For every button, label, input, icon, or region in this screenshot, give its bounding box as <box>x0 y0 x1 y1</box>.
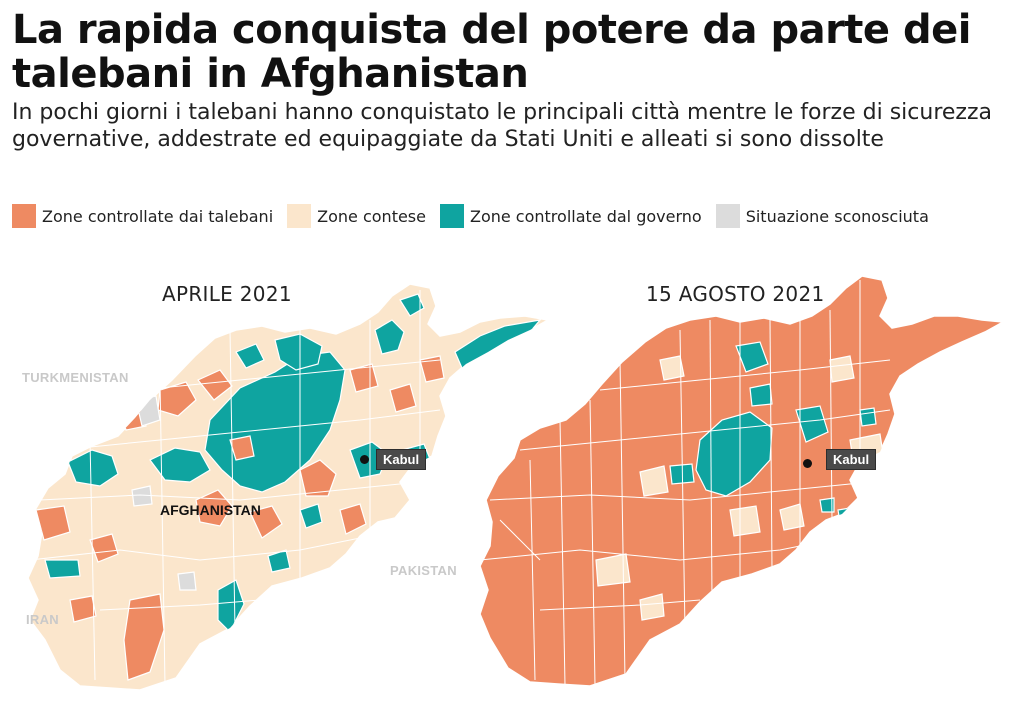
map-title-april: APRILE 2021 <box>162 282 292 306</box>
legend-item-contested: Zone contese <box>287 204 426 228</box>
page-title: La rapida conquista del potere da parte … <box>12 7 971 97</box>
map-august-2021 <box>479 275 1006 687</box>
legend-item-taliban: Zone controllate dai talebani <box>12 204 273 228</box>
kabul-dot-left <box>360 455 369 464</box>
kabul-label-left: Kabul <box>376 449 427 470</box>
label-pakistan: PAKISTAN <box>390 563 457 578</box>
legend: Zone controllate dai talebani Zone conte… <box>12 204 1012 228</box>
label-iran: IRAN <box>26 612 59 627</box>
legend-swatch-unknown <box>715 204 740 228</box>
map-title-august: 15 AGOSTO 2021 <box>646 282 825 306</box>
legend-swatch-contested <box>287 204 312 228</box>
legend-swatch-taliban <box>12 204 36 228</box>
map-april-base <box>27 283 551 691</box>
legend-label-unknown: Situazione sconosciuta <box>745 206 929 226</box>
map-august-districts <box>480 280 891 686</box>
legend-label-taliban: Zone controllate dai talebani <box>42 206 274 226</box>
maps-area <box>0 260 1024 725</box>
page-subtitle: In pochi giorni i talebani hanno conquis… <box>12 100 992 152</box>
label-afghanistan: AFGHANISTAN <box>160 502 261 518</box>
label-turkmenistan: TURKMENISTAN <box>22 370 129 385</box>
legend-label-government: Zone controllate dal governo <box>469 206 702 226</box>
legend-label-contested: Zone contese <box>317 206 426 226</box>
legend-item-unknown: Situazione sconosciuta <box>715 204 929 228</box>
legend-swatch-government <box>439 204 464 228</box>
kabul-dot-right <box>803 459 812 468</box>
legend-item-government: Zone controllate dal governo <box>439 204 702 228</box>
kabul-label-right: Kabul <box>826 449 877 470</box>
maps-svg <box>27 275 1006 691</box>
map-april-2021 <box>27 283 551 691</box>
